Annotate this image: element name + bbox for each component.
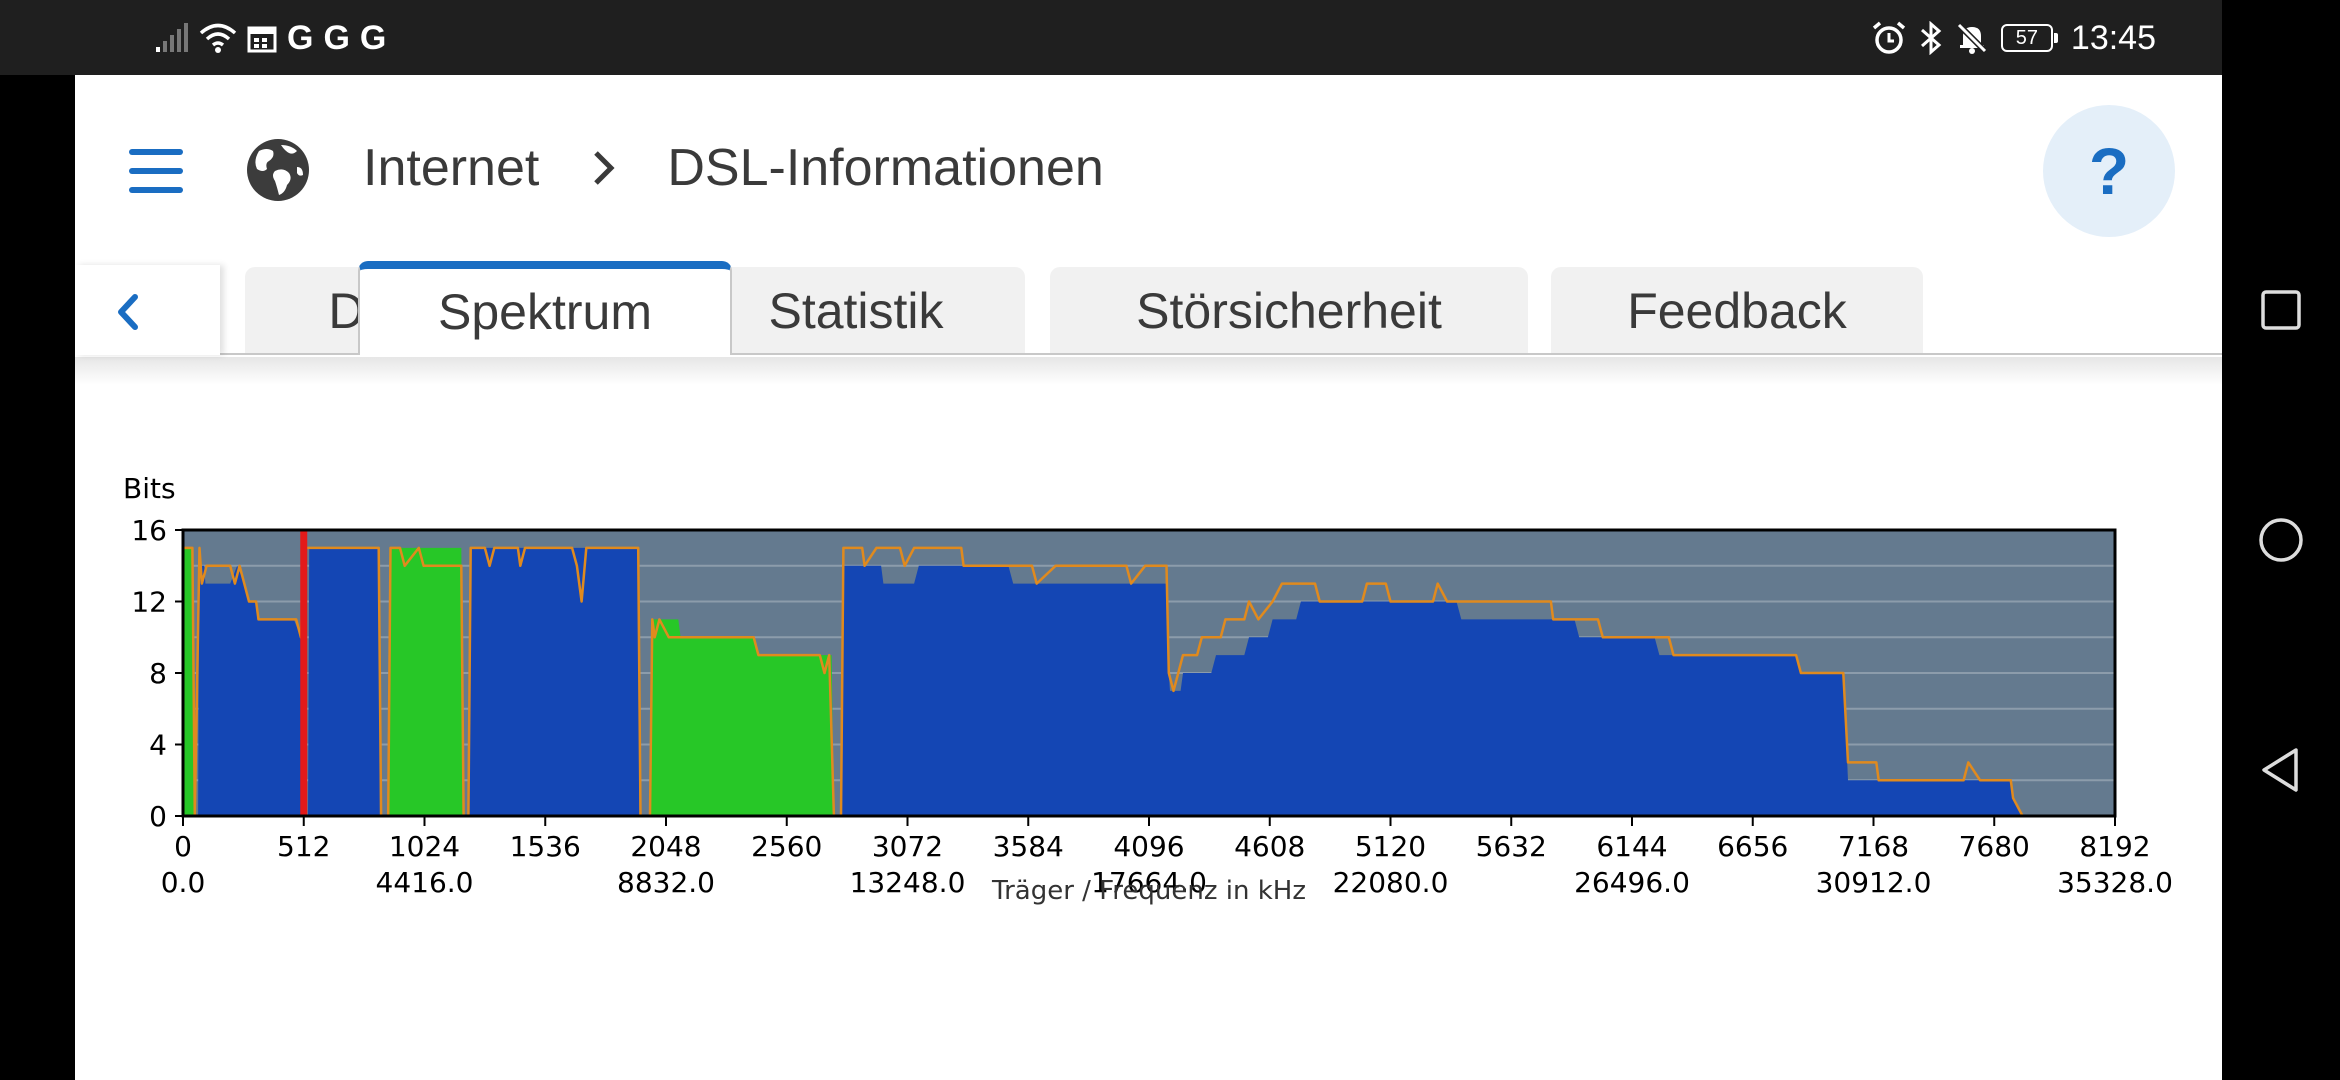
tab-spektrum[interactable]: Spektrum xyxy=(358,261,732,355)
tab-feedback[interactable]: Feedback xyxy=(1551,267,1923,353)
signal-icon xyxy=(156,23,188,52)
x-tick-label: 5632 xyxy=(1476,830,1547,863)
x-tick-label: 1024 xyxy=(389,830,460,863)
menu-button[interactable] xyxy=(127,144,185,198)
alarm-icon xyxy=(1872,21,1906,54)
x-tick-freq-label: 0.0 xyxy=(161,866,206,899)
x-tick-freq-label: 30912.0 xyxy=(1816,866,1932,899)
y-tick-label: 12 xyxy=(131,586,167,619)
x-tick-label: 4096 xyxy=(1113,830,1184,863)
tab-shadow xyxy=(75,357,2222,385)
x-tick-label: 0 xyxy=(174,830,192,863)
x-tick-label: 4608 xyxy=(1234,830,1305,863)
hamburger-icon xyxy=(129,149,183,193)
g-notification-2: G xyxy=(323,19,350,57)
status-bar: G G G 57 13:45 xyxy=(0,0,2222,75)
tab-statistik[interactable]: Statistik xyxy=(687,267,1025,353)
globe-icon xyxy=(247,139,309,201)
recents-button[interactable] xyxy=(2256,285,2306,335)
g-notification-3: G xyxy=(359,19,387,57)
x-tick-freq-label: 22080.0 xyxy=(1333,866,1449,899)
x-tick-label: 3072 xyxy=(872,830,943,863)
help-button[interactable]: ? xyxy=(2043,105,2175,237)
x-tick-label: 1536 xyxy=(510,830,581,863)
app-window: Internet DSL-Informationen ? DSL Statist… xyxy=(75,75,2222,1080)
x-tick-label: 7168 xyxy=(1838,830,1909,863)
x-tick-label: 7680 xyxy=(1959,830,2030,863)
x-tick-label: 2048 xyxy=(630,830,701,863)
x-tick-label: 6144 xyxy=(1596,830,1667,863)
y-axis: 0 4 8 12 16 xyxy=(131,514,183,833)
y-tick-label: 0 xyxy=(149,800,167,833)
x-tick-freq-label: 13248.0 xyxy=(850,866,966,899)
tabs-scroll-left-button[interactable] xyxy=(75,265,220,355)
x-tick-label: 5120 xyxy=(1355,830,1426,863)
status-right: 57 13:45 xyxy=(1871,14,2156,62)
mute-icon xyxy=(1956,22,1988,54)
navigation-bar xyxy=(2222,0,2340,1080)
x-tick-freq-label: 4416.0 xyxy=(376,866,474,899)
x-tick-freq-label: 8832.0 xyxy=(617,866,715,899)
tab-stoersicherheit[interactable]: Störsicherheit xyxy=(1050,267,1528,353)
breadcrumb-internet[interactable]: Internet xyxy=(363,139,540,197)
back-button[interactable] xyxy=(2256,745,2306,795)
battery-icon: 57 xyxy=(2000,24,2058,52)
x-tick-freq-label: 17664.0 xyxy=(1091,866,1207,899)
g-notification-1: G xyxy=(287,19,314,57)
x-tick-label: 3584 xyxy=(993,830,1064,863)
data-areas xyxy=(183,546,2024,818)
clock: 13:45 xyxy=(2070,18,2156,57)
tab-underline xyxy=(75,353,2222,355)
status-left: G G G xyxy=(155,14,386,62)
tab-bar: DSL Statistik Störsicherheit Feedback Sp… xyxy=(75,261,2222,355)
x-tick-label: 6656 xyxy=(1717,830,1788,863)
series-upstream-area xyxy=(183,547,834,816)
x-tick-freq-label: 35328.0 xyxy=(2057,866,2173,899)
series-downstream-area xyxy=(198,547,2023,816)
chevron-left-icon xyxy=(118,294,138,330)
calendar-icon xyxy=(247,26,277,53)
app-header: Internet DSL-Informationen ? xyxy=(75,75,2222,245)
y-tick-label: 16 xyxy=(131,514,167,547)
y-tick-label: 8 xyxy=(149,657,167,690)
bluetooth-icon xyxy=(1920,21,1942,55)
breadcrumb-current: DSL-Informationen xyxy=(667,139,1104,197)
x-tick-label: 512 xyxy=(277,830,330,863)
x-tick-label: 8192 xyxy=(2079,830,2150,863)
y-axis-label: Bits xyxy=(123,472,176,505)
home-button[interactable] xyxy=(2256,515,2306,565)
breadcrumb: Internet DSL-Informationen xyxy=(363,133,1104,203)
x-tick-label: 2560 xyxy=(751,830,822,863)
x-tick-freq-label: 26496.0 xyxy=(1574,866,1690,899)
x-axis-label: Träger / Frequenz in kHz xyxy=(991,876,1306,906)
series-max-line xyxy=(183,546,2024,818)
y-tick-label: 4 xyxy=(149,729,167,762)
chevron-right-icon xyxy=(594,151,615,185)
wifi-icon xyxy=(199,23,237,53)
